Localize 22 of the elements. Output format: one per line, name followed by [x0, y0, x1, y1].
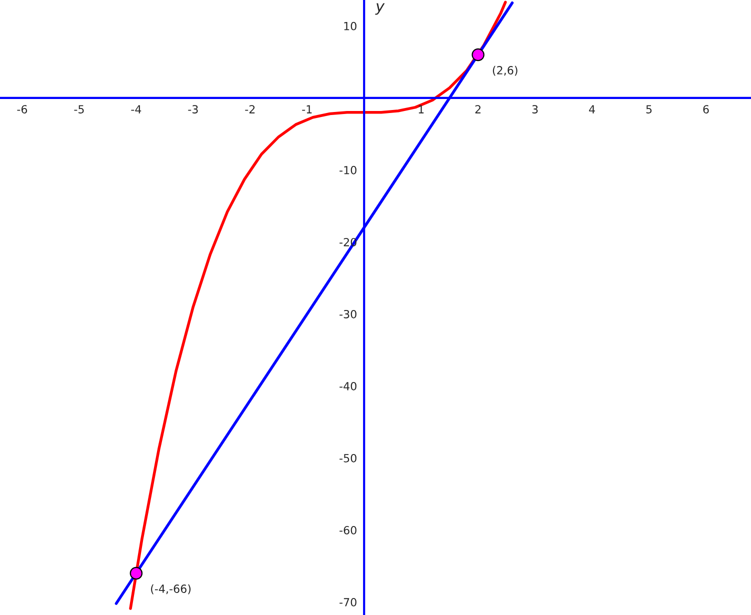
- x-tick-label: -4: [131, 105, 142, 114]
- x-tick-label: -1: [302, 105, 312, 114]
- y-tick-label: -10: [340, 166, 356, 174]
- x-tick-label: 5: [646, 105, 652, 114]
- x-tick-label: 3: [532, 105, 538, 114]
- annotation: (-4,-66): [151, 584, 191, 594]
- x-tick-label: -2: [245, 105, 255, 114]
- y-tick-label: -60: [340, 526, 356, 534]
- y-tick-label: -30: [340, 310, 356, 318]
- y-tick-label: -40: [340, 382, 356, 390]
- x-tick-label: -5: [74, 105, 84, 114]
- y-axis-title: y: [375, 3, 385, 15]
- annotation: (2,6): [492, 66, 518, 76]
- x-tick-label: -3: [188, 105, 198, 114]
- x-tick-label: 4: [589, 105, 595, 114]
- x-tick-label: 6: [703, 105, 709, 114]
- x-tick-label: 1: [418, 105, 424, 114]
- x-tick-label: 2: [475, 105, 480, 114]
- x-tick-label: -6: [17, 105, 28, 114]
- y-tick-label: -70: [340, 598, 356, 606]
- y-tick-label: 10: [344, 22, 356, 30]
- y-tick-label: -50: [340, 454, 356, 462]
